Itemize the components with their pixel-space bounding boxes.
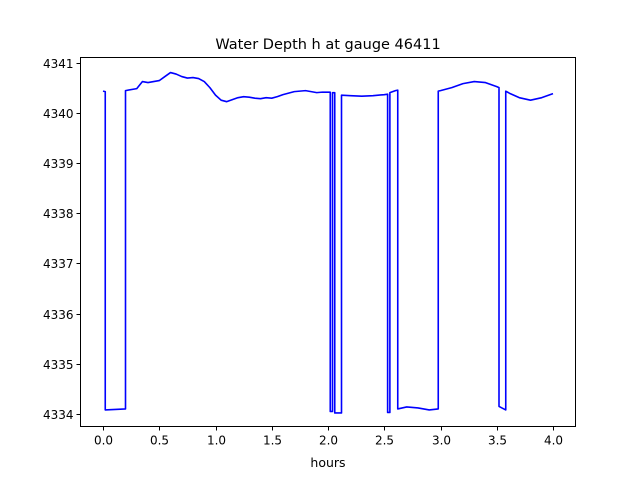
y-tick-label: 4341 [43,57,74,71]
x-tick-label: 0.5 [150,434,169,448]
plot-area [102,71,554,414]
y-tick-label: 4339 [43,157,74,171]
x-tick-label: 2.0 [319,434,338,448]
x-axis: 0.0 0.5 1.0 1.5 2.0 2.5 3.0 3.5 4.0 [94,426,563,448]
x-tick-label: 0.0 [94,434,113,448]
x-tick-label: 2.5 [375,434,394,448]
y-tick-label: 4338 [43,207,74,221]
x-tick-label: 3.0 [432,434,451,448]
y-tick-label: 4340 [43,107,74,121]
y-tick-label: 4334 [43,408,74,422]
chart-title: Water Depth h at gauge 46411 [215,37,440,53]
y-tick-label: 4336 [43,308,74,322]
y-axis: 4334 4335 4336 4337 4338 4339 4340 4341 [43,57,81,422]
x-tick-label: 1.0 [207,434,226,448]
y-tick-label: 4335 [43,358,74,372]
x-tick-label: 4.0 [544,434,563,448]
x-tick-label: 1.5 [263,434,282,448]
x-axis-label: hours [310,455,345,470]
series-line-1 [102,71,554,414]
x-tick-label: 3.5 [488,434,507,448]
y-tick-label: 4337 [43,257,74,271]
